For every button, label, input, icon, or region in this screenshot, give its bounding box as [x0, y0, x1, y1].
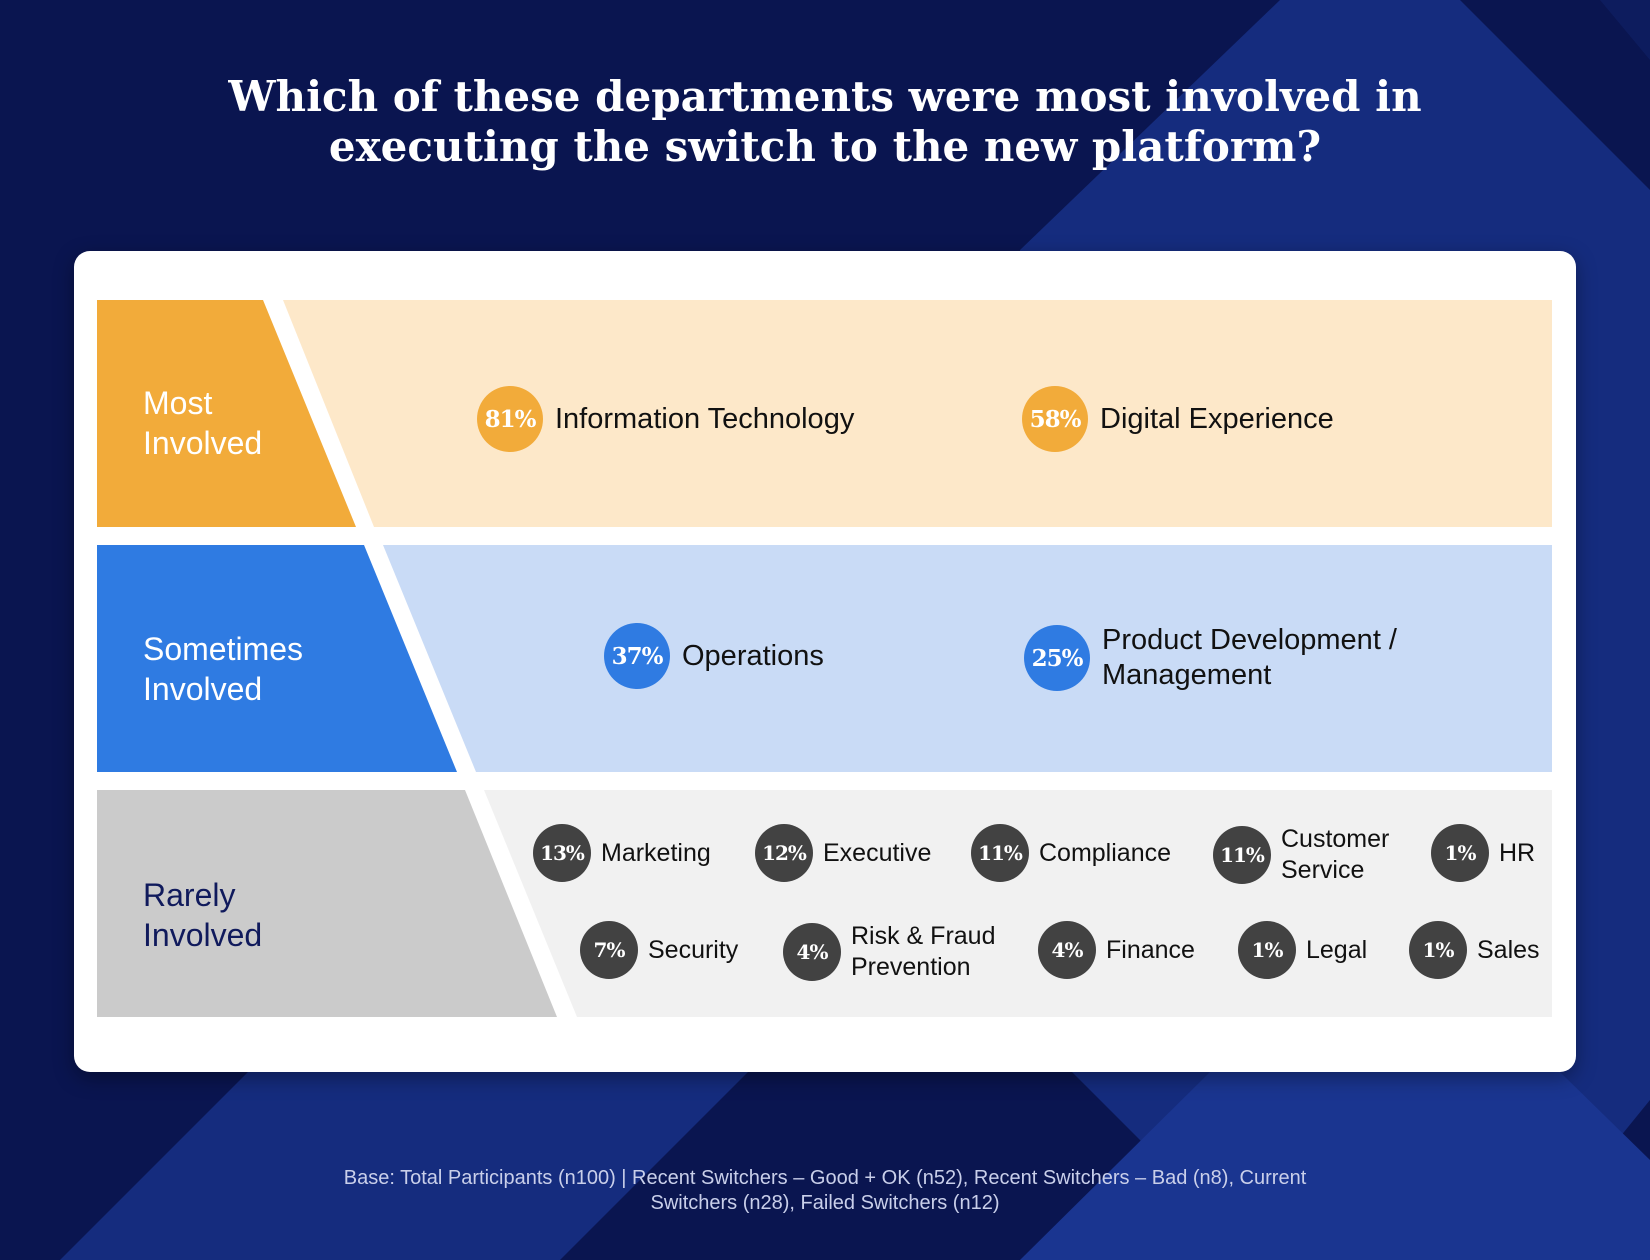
percent-badge: 13%	[533, 824, 591, 882]
percent-badge: 11%	[971, 824, 1029, 882]
tier-label-line-1: Most	[143, 385, 213, 421]
most-involved-band	[283, 300, 1552, 527]
dept-marketing: 13% Marketing	[533, 824, 711, 882]
percent-badge: 11%	[1213, 826, 1271, 884]
dept-name: Compliance	[1039, 838, 1172, 867]
percent-badge: 7%	[580, 921, 638, 979]
percent-badge: 12%	[755, 824, 813, 882]
dept-name: Marketing	[601, 838, 711, 867]
percent-badge: 25%	[1024, 625, 1090, 691]
dept-name: Digital Experience	[1100, 402, 1334, 435]
base-footnote-line-2: Switchers (n28), Failed Switchers (n12)	[650, 1192, 1000, 1214]
title-line-2: executing the switch to the new platform…	[328, 122, 1322, 171]
dept-name: Product Development / Management	[1102, 624, 1397, 691]
base-footnote-line-1: Base: Total Participants (n100) | Recent…	[343, 1167, 1307, 1189]
dept-name: Operations	[682, 639, 824, 672]
dept-product-development: 25% Product Development / Management	[1024, 623, 1397, 693]
tier-label-most-involved: Most Involved	[143, 383, 262, 463]
dept-sales: 1% Sales	[1409, 921, 1540, 979]
involvement-card: Most Involved Sometimes Involved Rarely …	[74, 251, 1576, 1072]
tier-label-line-2: Involved	[143, 425, 263, 461]
percent-badge: 4%	[783, 923, 841, 981]
dept-name: Sales	[1477, 935, 1540, 964]
sometimes-involved-band	[383, 545, 1552, 772]
tier-label-line-1: Sometimes	[143, 631, 304, 667]
dept-security: 7% Security	[580, 921, 738, 979]
tier-label-line-2: Involved	[143, 917, 263, 953]
dept-digital-experience: 58% Digital Experience	[1022, 386, 1334, 452]
tier-label-sometimes-involved: Sometimes Involved	[143, 629, 303, 709]
dept-hr: 1% HR	[1431, 824, 1535, 882]
dept-finance: 4% Finance	[1038, 921, 1195, 979]
dept-information-technology: 81% Information Technology	[477, 386, 854, 452]
percent-badge: 37%	[604, 623, 670, 689]
percent-badge: 81%	[477, 386, 543, 452]
percent-badge: 58%	[1022, 386, 1088, 452]
dept-name: Customer Service	[1281, 825, 1390, 884]
dept-name: HR	[1499, 838, 1536, 867]
sometimes-involved-label-panel	[97, 545, 457, 772]
dept-compliance: 11% Compliance	[971, 824, 1171, 882]
page-title: Which of these departments were most inv…	[0, 72, 1650, 172]
base-footnote: Base: Total Participants (n100) | Recent…	[0, 1166, 1650, 1216]
tier-bands	[97, 300, 1552, 1017]
dept-name: Executive	[823, 838, 932, 867]
percent-badge: 4%	[1038, 921, 1096, 979]
dept-name: Security	[648, 935, 739, 964]
dept-customer-service: 11% Customer Service	[1213, 824, 1389, 886]
dept-operations: 37% Operations	[604, 623, 824, 689]
percent-badge: 1%	[1409, 921, 1467, 979]
title-line-1: Which of these departments were most inv…	[228, 72, 1422, 121]
tier-label-rarely-involved: Rarely Involved	[143, 875, 262, 955]
tier-label-line-1: Rarely	[143, 877, 236, 913]
dept-name: Legal	[1306, 935, 1368, 964]
dept-name: Finance	[1106, 935, 1195, 964]
dept-name: Information Technology	[555, 402, 855, 435]
percent-badge: 1%	[1431, 824, 1489, 882]
tier-label-line-2: Involved	[143, 671, 263, 707]
most-involved-label-panel	[97, 300, 356, 527]
dept-executive: 12% Executive	[755, 824, 931, 882]
dept-risk-fraud-prevention: 4% Risk & Fraud Prevention	[783, 921, 995, 983]
dept-name: Risk & Fraud Prevention	[851, 922, 996, 981]
percent-badge: 1%	[1238, 921, 1296, 979]
dept-legal: 1% Legal	[1238, 921, 1367, 979]
rarely-involved-label-panel	[97, 790, 557, 1017]
